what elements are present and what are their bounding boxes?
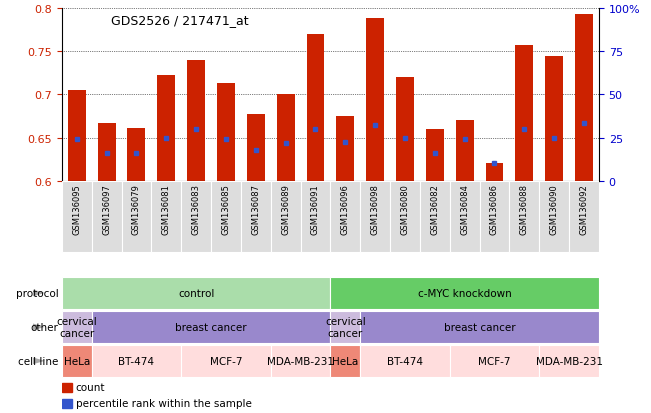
Bar xyxy=(360,311,599,343)
Bar xyxy=(575,15,593,181)
Text: percentile rank within the sample: percentile rank within the sample xyxy=(76,399,251,408)
Bar xyxy=(217,84,235,181)
Bar xyxy=(277,95,294,181)
Bar xyxy=(187,61,205,181)
Text: GSM136081: GSM136081 xyxy=(162,183,171,234)
Bar xyxy=(92,311,331,343)
Bar xyxy=(181,345,271,377)
Text: GSM136087: GSM136087 xyxy=(251,183,260,234)
Text: GSM136088: GSM136088 xyxy=(520,183,529,234)
Bar xyxy=(510,182,539,253)
Bar xyxy=(211,182,241,253)
Text: MCF-7: MCF-7 xyxy=(478,356,511,366)
Bar xyxy=(539,345,599,377)
Text: GSM136092: GSM136092 xyxy=(579,183,589,234)
Bar xyxy=(396,78,414,181)
Text: cervical
cancer: cervical cancer xyxy=(325,316,366,338)
Bar xyxy=(271,345,331,377)
Text: cell line: cell line xyxy=(18,356,59,366)
Text: GSM136090: GSM136090 xyxy=(549,183,559,234)
Bar xyxy=(62,345,92,377)
Bar xyxy=(539,182,569,253)
Text: c-MYC knockdown: c-MYC knockdown xyxy=(418,288,512,298)
Text: GSM136095: GSM136095 xyxy=(72,183,81,234)
Bar xyxy=(301,182,330,253)
Bar xyxy=(516,46,533,181)
Bar xyxy=(128,129,145,181)
Bar xyxy=(98,123,116,181)
Text: GSM136096: GSM136096 xyxy=(341,183,350,234)
Bar xyxy=(92,182,122,253)
Bar xyxy=(450,182,480,253)
Bar xyxy=(158,76,175,181)
Bar xyxy=(456,121,474,181)
Text: GSM136079: GSM136079 xyxy=(132,183,141,234)
Bar xyxy=(62,399,72,408)
Polygon shape xyxy=(33,324,45,330)
Bar xyxy=(122,182,151,253)
Bar xyxy=(307,35,324,181)
Bar xyxy=(62,277,331,309)
Text: other: other xyxy=(31,322,59,332)
Bar xyxy=(450,345,539,377)
Bar xyxy=(330,182,360,253)
Bar xyxy=(62,383,72,392)
Bar xyxy=(247,115,265,181)
Text: GSM136098: GSM136098 xyxy=(370,183,380,234)
Bar xyxy=(330,345,360,377)
Text: BT-474: BT-474 xyxy=(118,356,154,366)
Bar xyxy=(569,182,599,253)
Bar xyxy=(420,182,450,253)
Bar xyxy=(271,182,301,253)
Polygon shape xyxy=(33,358,45,364)
Polygon shape xyxy=(33,290,45,297)
Text: protocol: protocol xyxy=(16,288,59,298)
Bar xyxy=(337,117,354,181)
Text: GSM136080: GSM136080 xyxy=(400,183,409,234)
Bar xyxy=(480,182,510,253)
Text: breast cancer: breast cancer xyxy=(444,322,516,332)
Text: MDA-MB-231: MDA-MB-231 xyxy=(267,356,334,366)
Text: control: control xyxy=(178,288,214,298)
Text: breast cancer: breast cancer xyxy=(175,322,247,332)
Text: HeLa: HeLa xyxy=(332,356,359,366)
Text: BT-474: BT-474 xyxy=(387,356,423,366)
Bar xyxy=(366,19,384,181)
Text: GSM136084: GSM136084 xyxy=(460,183,469,234)
Text: GSM136083: GSM136083 xyxy=(191,183,201,234)
Text: GSM136089: GSM136089 xyxy=(281,183,290,234)
Bar xyxy=(545,57,563,181)
Text: GSM136091: GSM136091 xyxy=(311,183,320,234)
Bar xyxy=(360,345,450,377)
Bar xyxy=(241,182,271,253)
Text: MDA-MB-231: MDA-MB-231 xyxy=(536,356,603,366)
Text: GSM136086: GSM136086 xyxy=(490,183,499,234)
Bar xyxy=(426,130,444,181)
Text: GDS2526 / 217471_at: GDS2526 / 217471_at xyxy=(111,14,248,27)
Text: count: count xyxy=(76,382,105,392)
Bar xyxy=(68,91,86,181)
Bar xyxy=(360,182,390,253)
Bar xyxy=(486,164,503,181)
Bar xyxy=(330,311,360,343)
Bar xyxy=(62,311,92,343)
Text: HeLa: HeLa xyxy=(64,356,90,366)
Text: MCF-7: MCF-7 xyxy=(210,356,242,366)
Text: cervical
cancer: cervical cancer xyxy=(57,316,97,338)
Text: GSM136085: GSM136085 xyxy=(221,183,230,234)
Bar xyxy=(151,182,181,253)
Bar xyxy=(92,345,181,377)
Text: GSM136097: GSM136097 xyxy=(102,183,111,234)
Bar xyxy=(181,182,211,253)
Bar xyxy=(390,182,420,253)
Text: GSM136082: GSM136082 xyxy=(430,183,439,234)
Bar xyxy=(62,182,92,253)
Bar xyxy=(330,277,599,309)
